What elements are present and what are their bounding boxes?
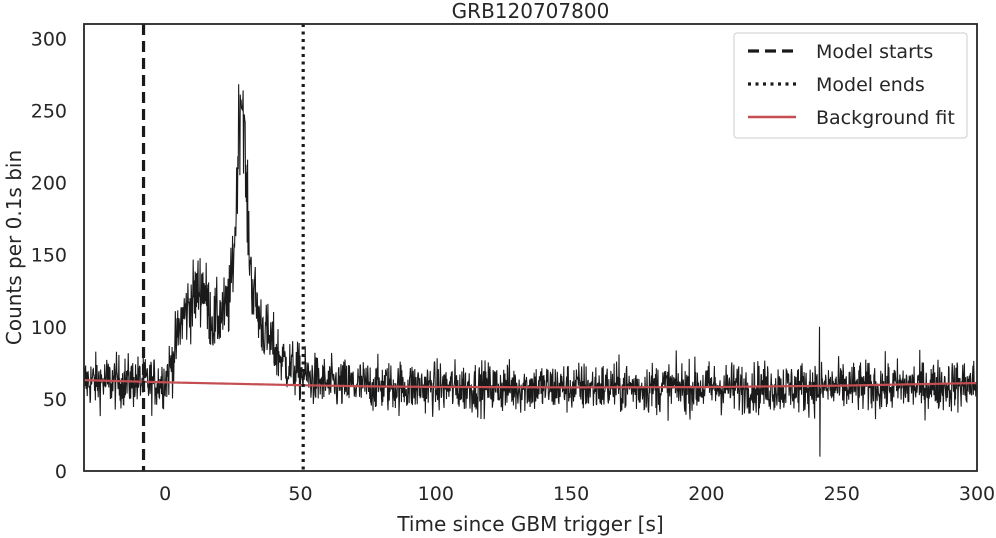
x-tick-label: 200 [688,483,724,505]
y-tick-label: 150 [31,245,67,267]
light-curve-series [84,84,977,457]
x-axis-ticks: 0 50 100 150 200 250 300 [159,483,995,505]
plot-area [83,23,978,472]
legend-label: Model starts [816,41,933,63]
x-tick-label: 0 [159,483,171,505]
y-tick-label: 100 [31,317,67,339]
y-axis-ticks: 0 50 100 150 200 250 300 [31,28,67,483]
chart-title: GRB120707800 [452,0,610,23]
x-tick-label: 50 [288,483,312,505]
y-tick-label: 300 [31,28,67,50]
legend-label: Background fit [816,107,955,129]
x-tick-label: 100 [418,483,454,505]
legend-box [733,32,968,139]
x-tick-label: 150 [553,483,589,505]
x-axis-label: Time since GBM trigger [s] [396,512,663,536]
y-tick-label: 250 [31,101,67,123]
x-tick-label: 300 [959,483,995,505]
legend-label: Model ends [816,74,925,96]
y-tick-label: 200 [31,173,67,195]
background-fit-line [83,379,978,389]
y-axis-label: Counts per 0.1s bin [2,150,26,345]
y-tick-label: 0 [55,461,67,483]
legend: Model starts Model ends Background fit [733,32,968,139]
x-tick-label: 250 [824,483,860,505]
axes-frame [83,23,978,472]
y-tick-label: 50 [43,389,67,411]
